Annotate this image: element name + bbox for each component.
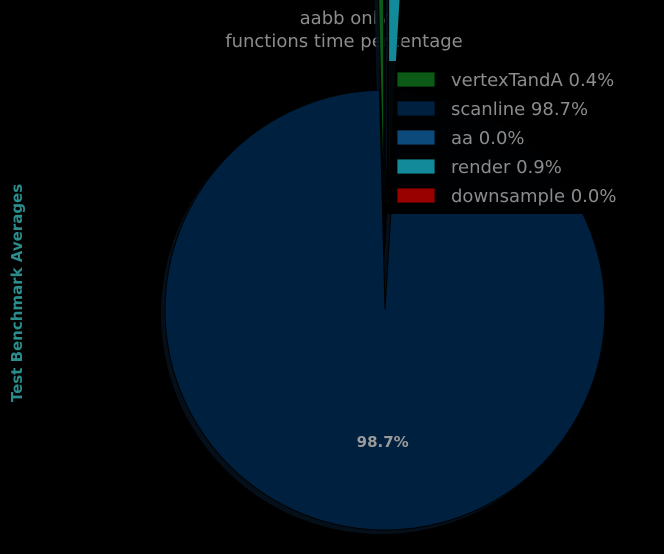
legend-label-scanline: scanline 98.7% <box>451 99 588 120</box>
y-axis-label: Test Benchmark Averages <box>8 184 26 402</box>
legend-label-aa: aa 0.0% <box>451 128 525 149</box>
legend-swatch-render <box>397 159 435 174</box>
legend: vertexTandA 0.4% scanline 98.7% aa 0.0% ren… <box>387 61 649 214</box>
chart-subtitle: functions time percentage <box>225 31 463 52</box>
legend-label-render: render 0.9% <box>451 157 562 178</box>
legend-swatch-vertexTandA <box>397 72 435 87</box>
legend-label-vertexTandA: vertexTandA 0.4% <box>451 70 614 91</box>
legend-swatch-scanline <box>397 101 435 116</box>
legend-label-downsample: downsample 0.0% <box>451 186 616 207</box>
legend-swatch-downsample <box>397 188 435 203</box>
pie-percent-label-scanline: 98.7% <box>357 433 409 451</box>
legend-swatch-aa <box>397 130 435 145</box>
